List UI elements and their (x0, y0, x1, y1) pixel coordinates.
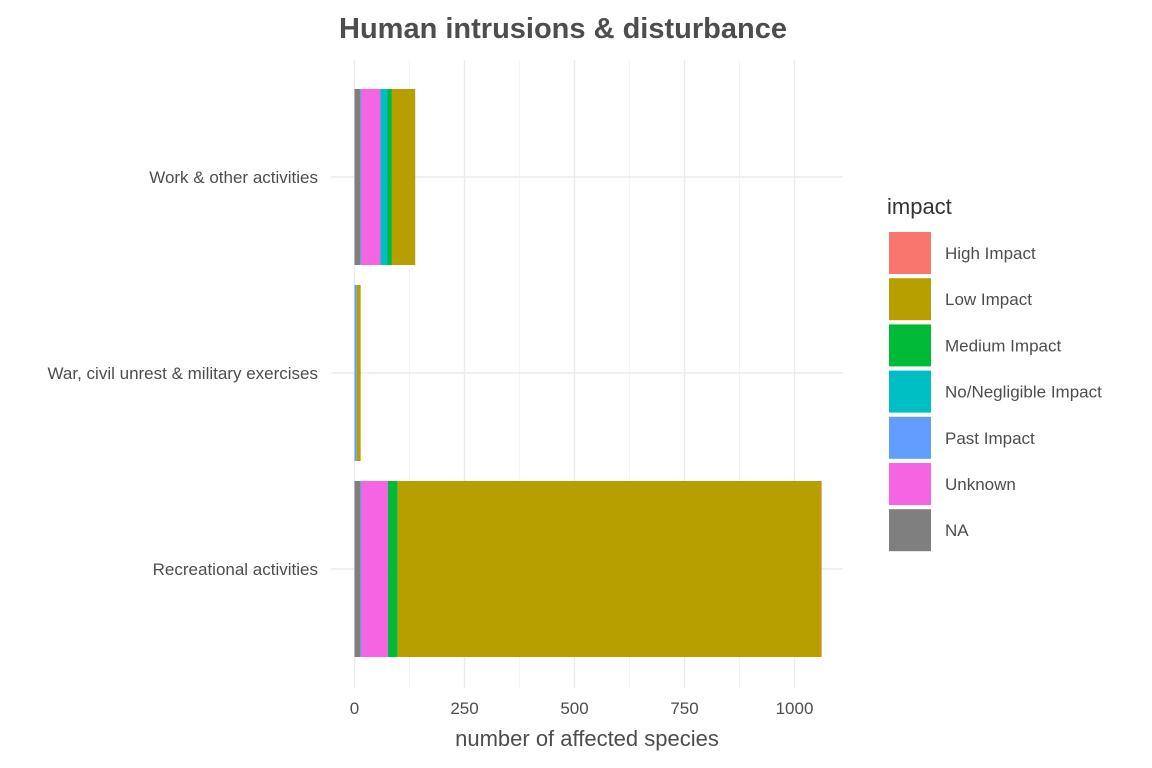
y-category-label: War, civil unrest & military exercises (48, 364, 318, 383)
x-axis-labels: 0 250 500 750 1000 (350, 699, 814, 718)
legend-label: NA (945, 521, 969, 540)
bar-segment-no-negligible-impact (380, 89, 388, 265)
bar-segment-unknown (361, 89, 381, 265)
legend-key-na (889, 509, 931, 552)
legend-key-no-negligible-impact (889, 370, 931, 413)
bar-segment-medium-impact (387, 89, 392, 265)
x-tick-label: 250 (450, 699, 478, 718)
legend-label: High Impact (945, 244, 1036, 263)
bar-segment-low-impact (397, 481, 822, 657)
y-category-label: Work & other activities (149, 168, 318, 187)
legend-key-medium-impact (889, 324, 931, 367)
bar-segment-low-impact (391, 89, 416, 265)
bar-segment-na (354, 481, 361, 657)
x-axis-title: number of affected species (455, 726, 719, 751)
bar-segment-past-impact (354, 285, 357, 461)
legend: impact High Impact Low Impact Medium Impac… (887, 194, 1102, 552)
x-tick-label: 0 (350, 699, 359, 718)
x-tick-label: 1000 (776, 699, 814, 718)
y-category-label: Recreational activities (153, 560, 318, 579)
legend-key-low-impact (889, 278, 931, 321)
legend-label: Low Impact (945, 290, 1032, 309)
legend-title: impact (887, 194, 952, 219)
legend-label: Unknown (945, 475, 1016, 494)
bar-segment-na (354, 89, 361, 265)
legend-key-high-impact (889, 232, 931, 274)
x-tick-label: 500 (560, 699, 588, 718)
bar-segment-past-impact (360, 89, 362, 265)
chart-title: Human intrusions & disturbance (339, 13, 787, 45)
legend-key-unknown (889, 463, 931, 505)
bar-segment-past-impact (360, 481, 362, 657)
legend-key-past-impact (889, 416, 931, 459)
bars (354, 89, 822, 657)
x-tick-label: 750 (670, 699, 698, 718)
legend-label: No/Negligible Impact (945, 383, 1102, 402)
bar-segment-unknown (361, 481, 388, 657)
y-axis-labels: Work & other activities War, civil unrest… (48, 168, 318, 579)
bar-segment-low-impact (356, 285, 361, 461)
legend-label: Past Impact (945, 429, 1035, 448)
legend-label: Medium Impact (945, 336, 1061, 355)
bar-segment-medium-impact (387, 481, 398, 657)
